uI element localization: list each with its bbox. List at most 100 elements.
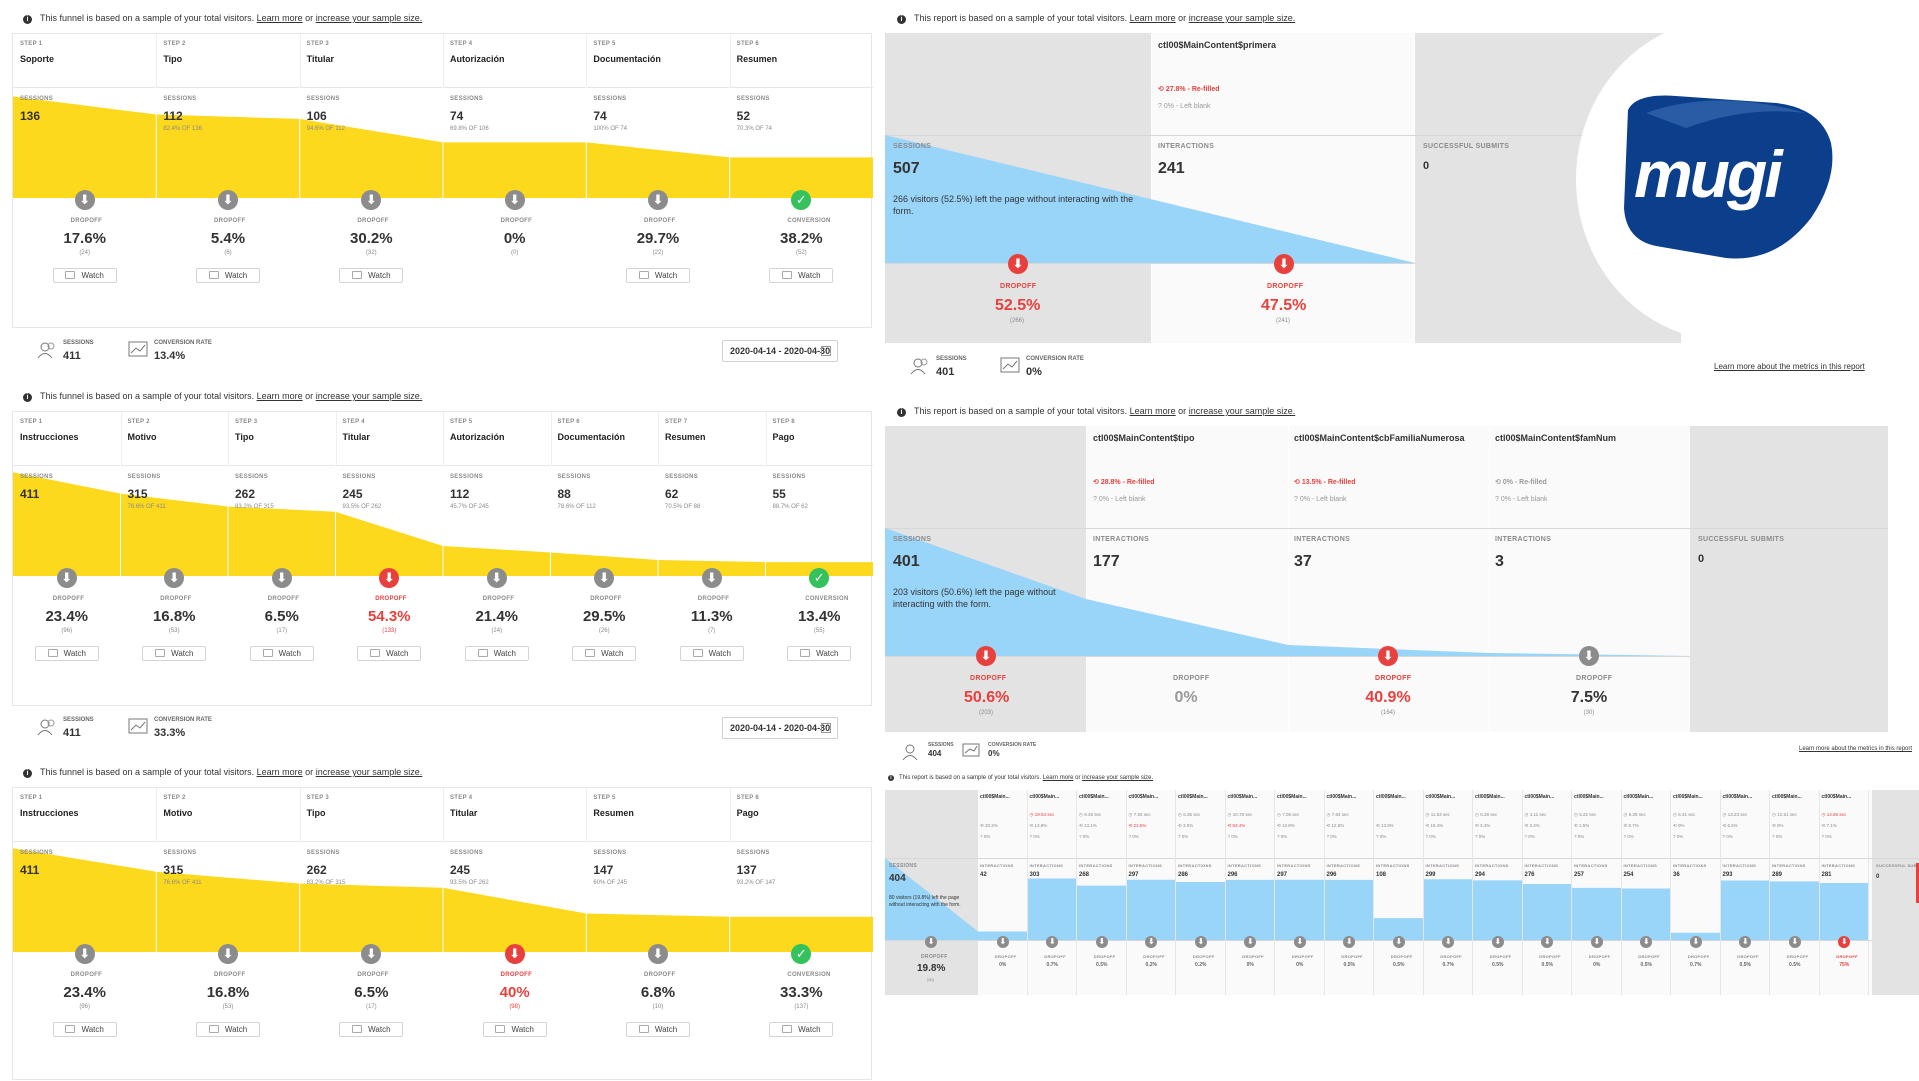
step-percent: 83.2% OF 315 <box>235 504 274 510</box>
dropoff-icon: ⬇ <box>1046 936 1059 948</box>
watch-button[interactable]: Watch <box>34 646 99 661</box>
step-number: STEP 1 <box>20 795 43 801</box>
form3-flow-area <box>885 858 1869 940</box>
form3-interactions: 289 <box>1772 872 1783 878</box>
form3-success: 0 <box>1876 874 1880 880</box>
blank-icon: ? 0% - Left blank <box>1495 496 1548 503</box>
info-icon: i <box>23 393 32 402</box>
step-percent: 93.5% OF 262 <box>342 504 382 510</box>
step-sessions: 112 <box>450 487 470 501</box>
watch-button[interactable]: Watch <box>339 1022 404 1037</box>
date-range-picker[interactable]: 2020-04-14 - 2020-04-30 <box>722 717 838 739</box>
step-percent: 76.6% OF 411 <box>163 880 202 886</box>
step-name: Pago <box>772 432 795 442</box>
step-percent: 60% OF 245 <box>593 880 628 886</box>
dropoff-icon: ⬇ <box>701 568 722 588</box>
watch-button[interactable]: Watch <box>196 1022 260 1037</box>
clock-icon: ◷ 12.51 sec <box>1772 812 1797 817</box>
blank-icon: ? 0% <box>1326 834 1337 839</box>
watch-button[interactable]: Watch <box>626 268 690 283</box>
learn-more-link[interactable]: Learn more <box>256 767 303 777</box>
step-number: STEP 4 <box>450 41 473 47</box>
increase-sample-link[interactable]: increase your sample size. <box>1188 406 1296 416</box>
form3-dropoff-value: 0.5% <box>1541 962 1553 968</box>
step-name: Pago <box>736 808 759 818</box>
watch-button[interactable]: Watch <box>52 1022 117 1037</box>
watch-button[interactable]: Watch <box>142 646 207 661</box>
dropoff-icon: ⬇ <box>1689 936 1702 948</box>
form2-flow-chart <box>885 528 1690 656</box>
increase-sample-link[interactable]: increase your sample size. <box>1082 775 1154 781</box>
form3-dropoff-value: 0% <box>999 962 1007 968</box>
dropoff-icon: ⬇ <box>1640 936 1653 948</box>
form3-field-name: ctl00$Main... <box>1623 794 1654 800</box>
form2-field-name: ctl00$MainContent$cbFamiliaNumerosa <box>1294 433 1465 443</box>
form3-dropoff-value: 0.5% <box>1343 962 1355 968</box>
watch-button[interactable]: Watch <box>769 268 834 283</box>
watch-button[interactable]: Watch <box>787 646 852 661</box>
watch-button[interactable]: Watch <box>769 1022 834 1037</box>
form3-interactions: 299 <box>1425 872 1436 878</box>
step-sessions: 55 <box>772 487 786 501</box>
form3-interactions: 296 <box>1326 872 1337 878</box>
blank-icon: ? 0% <box>1425 834 1436 839</box>
date-range-picker[interactable]: 2020-04-14 - 2020-04-30 <box>722 340 838 362</box>
form3-field-name: ctl00$Main... <box>1722 794 1753 800</box>
watch-button[interactable]: Watch <box>482 1022 547 1037</box>
learn-metrics-link[interactable]: Learn more about the metrics in this rep… <box>1714 362 1865 371</box>
learn-metrics-link[interactable]: Learn more about the metrics in this rep… <box>1799 746 1913 752</box>
learn-more-link[interactable]: Learn more <box>256 391 303 401</box>
blank-icon: ? 0% <box>1227 834 1238 839</box>
dropoff-icon: ⬇ <box>1293 936 1306 948</box>
form1-flow-chart <box>885 135 1415 263</box>
learn-more-link[interactable]: Learn more <box>1042 775 1074 781</box>
refill-icon: ⟲ 3.5% <box>1178 823 1194 828</box>
watch-button[interactable]: Watch <box>52 268 117 283</box>
watch-button[interactable]: Watch <box>626 1022 690 1037</box>
learn-more-link[interactable]: Learn more <box>256 13 303 23</box>
learn-more-link[interactable]: Learn more <box>1129 13 1176 23</box>
learn-more-link[interactable]: Learn more <box>1129 406 1176 416</box>
step-name: Tipo <box>306 808 326 818</box>
dropoff-icon: ⬇ <box>925 936 937 948</box>
dropoff-icon: ⬇ <box>74 944 95 964</box>
increase-sample-link[interactable]: increase your sample size. <box>315 767 423 777</box>
dropoff-icon: ⬇ <box>361 190 382 210</box>
step-number: STEP 5 <box>450 419 473 425</box>
step-dropoff-value: 0% <box>503 230 526 247</box>
dropoff-icon: ⬇ <box>1579 646 1599 666</box>
info-icon: i <box>897 15 906 24</box>
increase-sample-link[interactable]: increase your sample size. <box>1188 13 1296 23</box>
form3-dropoff-value: 75% <box>1839 962 1850 968</box>
dropoff-icon: ⬇ <box>56 568 77 588</box>
increase-sample-link[interactable]: increase your sample size. <box>315 391 423 401</box>
refill-icon: ⟲ 53.4% <box>1227 823 1246 828</box>
dropoff-icon: ⬇ <box>1442 936 1455 948</box>
info-icon: i <box>23 769 32 778</box>
form2-interactions: 37 <box>1294 553 1312 570</box>
watch-button[interactable]: Watch <box>249 646 314 661</box>
watch-button[interactable]: Watch <box>572 646 637 661</box>
step-percent: 100% OF 74 <box>593 126 628 132</box>
form3-field-name: ctl00$Main... <box>1079 794 1109 800</box>
step-sessions: 88 <box>557 487 571 501</box>
watch-button[interactable]: Watch <box>464 646 529 661</box>
increase-sample-link[interactable]: increase your sample size. <box>315 13 423 23</box>
form3-field-name: ctl00$Main... <box>980 794 1010 800</box>
watch-button[interactable]: Watch <box>357 646 422 661</box>
watch-button[interactable]: Watch <box>196 268 260 283</box>
dropoff-icon: ⬇ <box>1274 254 1294 274</box>
form2-success: 0 <box>1698 553 1705 565</box>
chart-icon <box>962 743 980 757</box>
logo-text: mugi <box>1634 137 1783 211</box>
watch-button[interactable]: Watch <box>339 268 404 283</box>
blank-icon: ? 0% <box>1475 834 1486 839</box>
step-percent: 69.8% OF 106 <box>450 126 489 132</box>
watch-button[interactable]: Watch <box>679 646 744 661</box>
step-name: Instrucciones <box>20 808 79 818</box>
refill-icon: ⟲ 13.8% <box>1277 823 1295 828</box>
step-sessions: 52 <box>736 109 751 123</box>
form1-interactions: 241 <box>1158 160 1185 177</box>
clock-icon: ◷ 6.35 sec <box>1178 812 1201 817</box>
form3-interactions: 296 <box>1227 872 1238 878</box>
